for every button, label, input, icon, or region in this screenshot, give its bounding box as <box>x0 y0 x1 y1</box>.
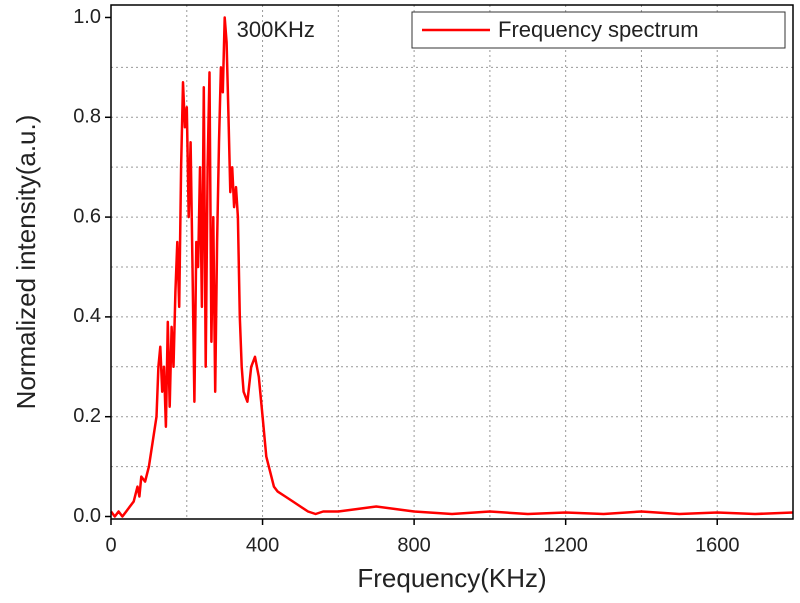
y-tick-label: 0.8 <box>73 106 101 128</box>
y-axis-label: Normalized intensity(a.u.) <box>11 115 41 410</box>
y-tick-label: 0.6 <box>73 205 101 227</box>
x-tick-label: 800 <box>397 534 430 556</box>
x-tick-label: 400 <box>246 534 279 556</box>
legend-label: Frequency spectrum <box>498 17 699 42</box>
annotation: 300KHz <box>237 17 315 42</box>
x-tick-label: 0 <box>105 534 116 556</box>
x-tick-label: 1600 <box>695 534 740 556</box>
y-tick-label: 0.4 <box>73 305 101 327</box>
y-tick-label: 0.0 <box>73 505 101 527</box>
y-tick-label: 0.2 <box>73 405 101 427</box>
x-axis-label: Frequency(KHz) <box>357 563 546 593</box>
plot-frame <box>110 4 794 520</box>
spectrum-line <box>110 16 794 518</box>
x-tick-label: 1200 <box>543 534 588 556</box>
y-tick-label: 1.0 <box>73 6 101 28</box>
